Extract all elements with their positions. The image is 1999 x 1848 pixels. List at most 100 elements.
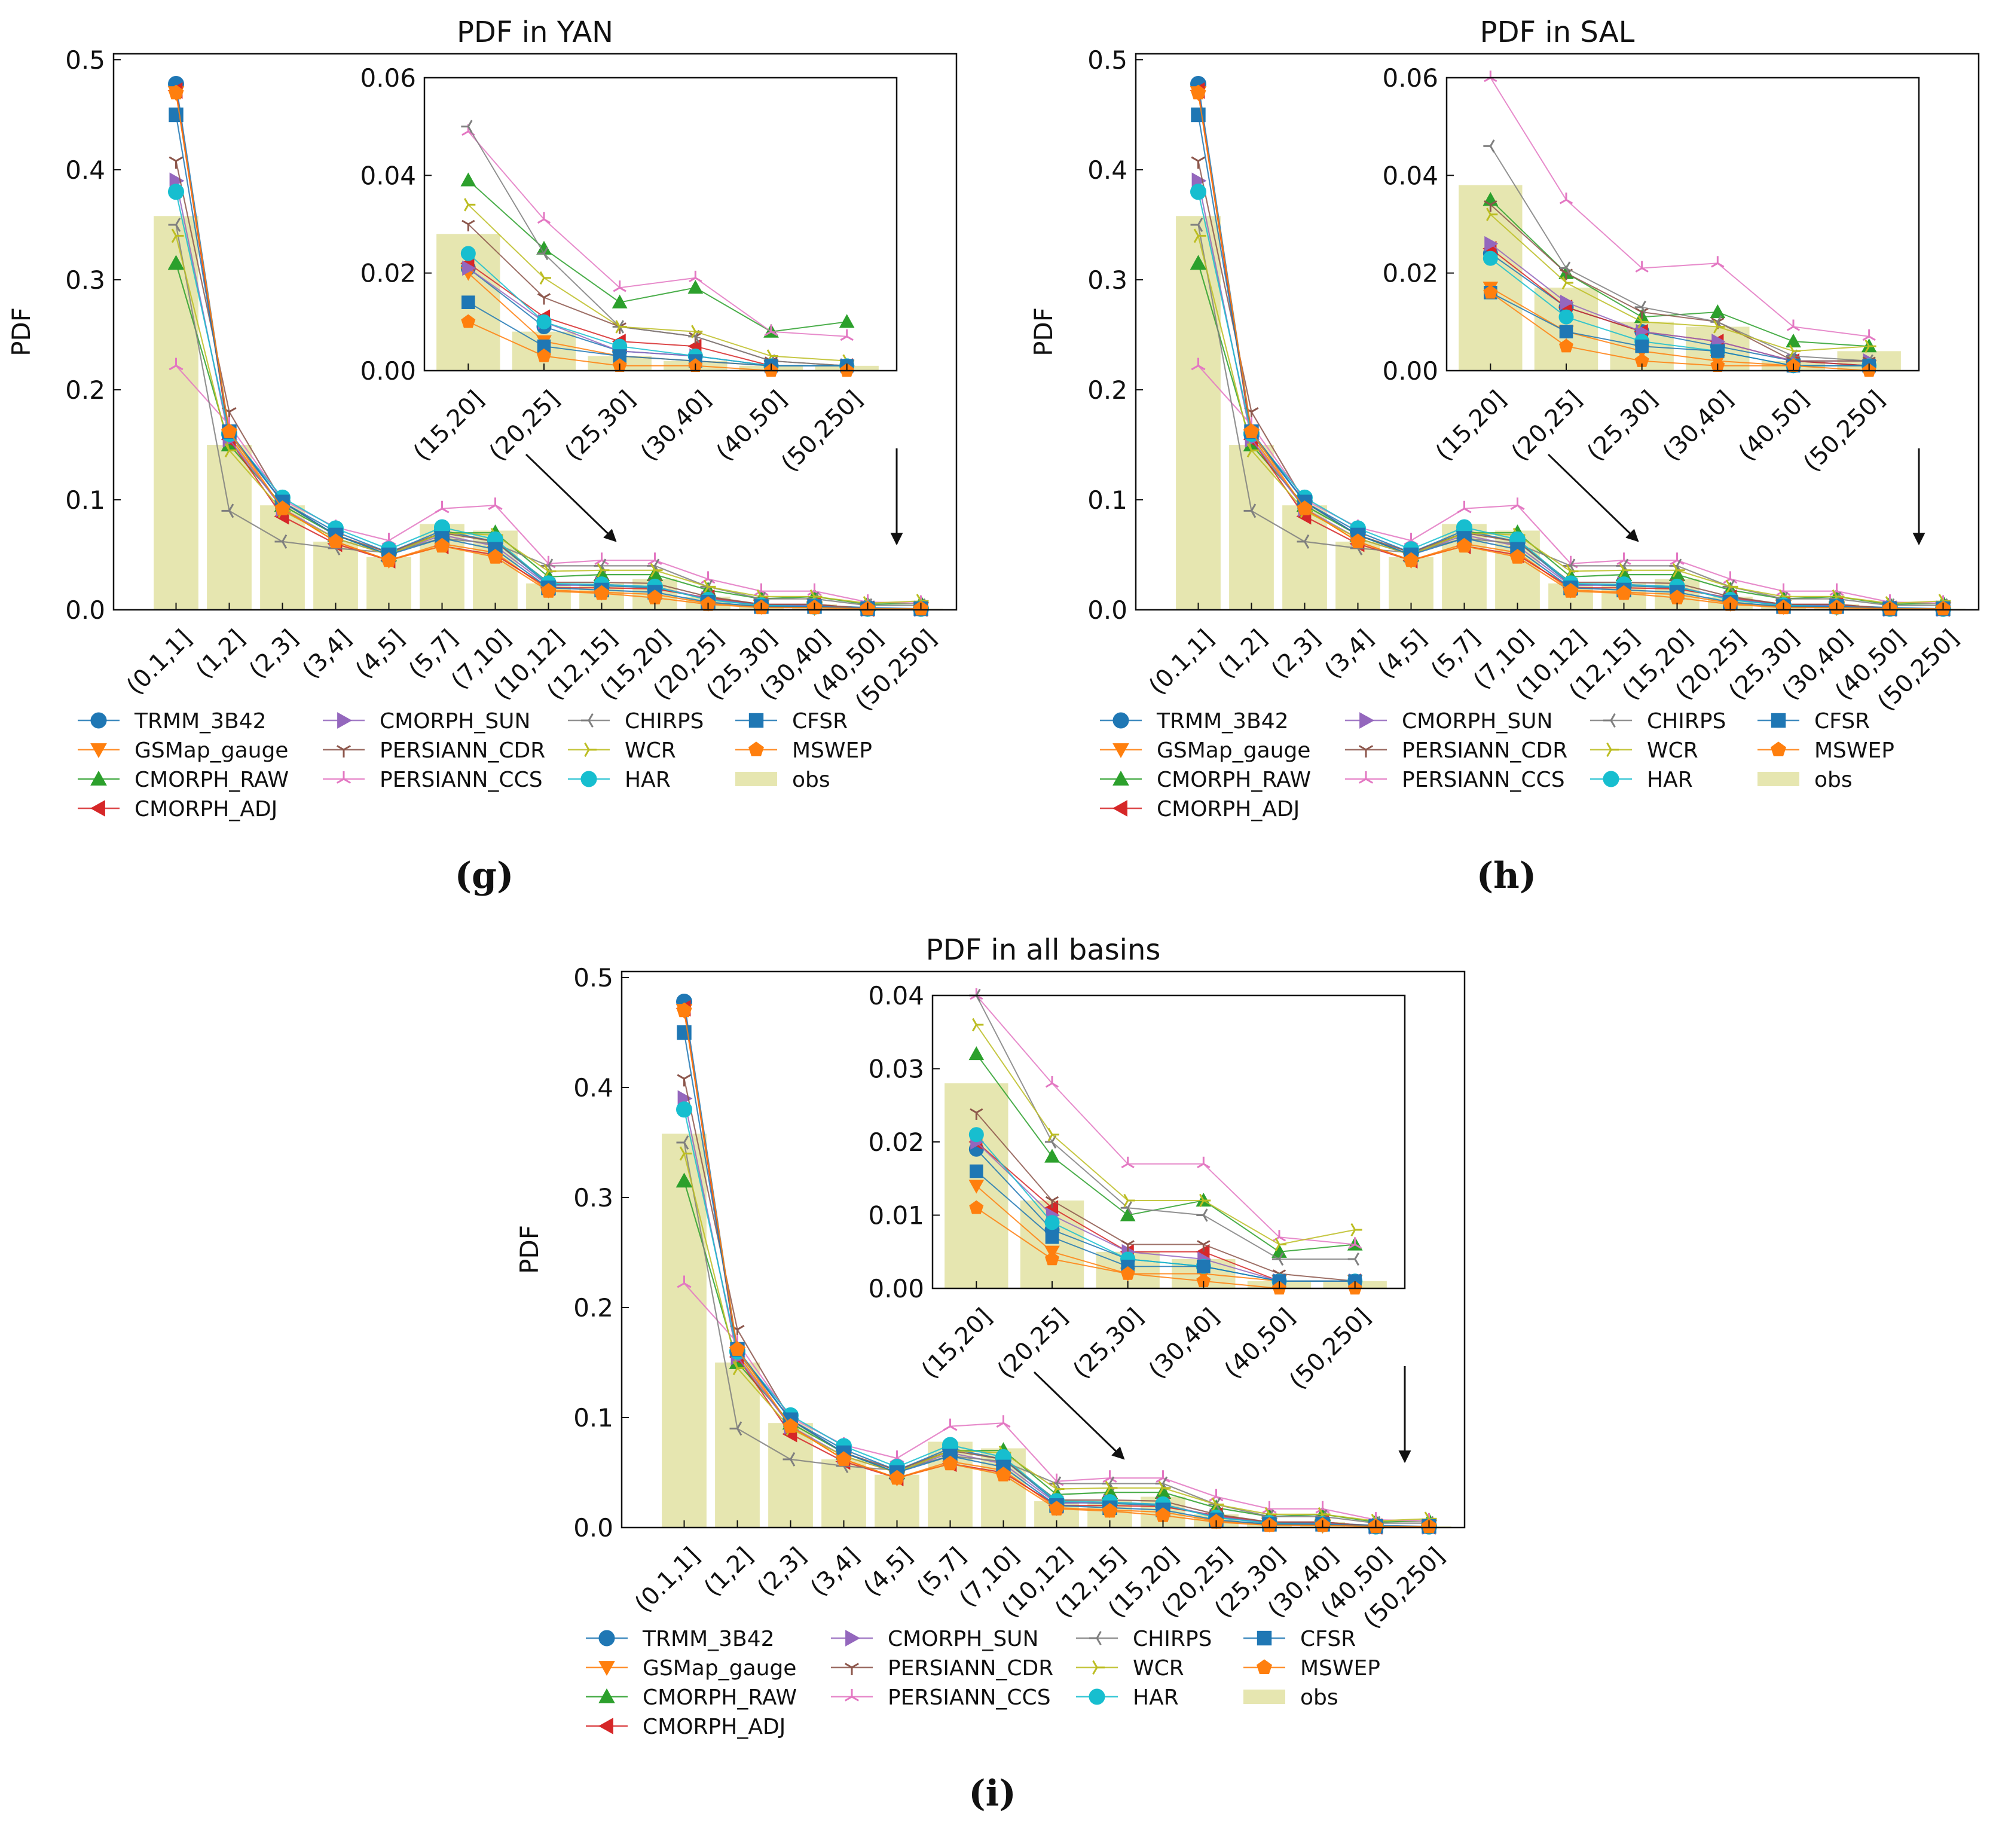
inset-point-chirps-1 (1559, 261, 1571, 275)
point-wcr-10 (1211, 1497, 1224, 1512)
inset-point-wcr-0 (1486, 207, 1498, 221)
legend-marker (598, 1718, 613, 1734)
point-chirps-8 (594, 558, 607, 573)
point-mswep-3 (836, 1451, 852, 1466)
legend-item-cmorph-adj: CMORPH_ADJ (1100, 797, 1300, 821)
inset-series-line-cfsr (467, 301, 847, 366)
legend-label: PERSIANN_CCS (888, 1685, 1051, 1710)
series-mswep (676, 1002, 1437, 1534)
point-wcr-1 (224, 443, 237, 458)
inset-x-axis: (15,20](20,25](25,30](30,40](40,50](50,2… (1431, 364, 1890, 477)
inset-y-tick-label: 0.04 (868, 981, 924, 1010)
inset-point-mswep-2 (1120, 1266, 1135, 1280)
legend-item-gsmap-gauge: GSMap_gauge (1100, 738, 1310, 763)
point-persiann-ccs-9 (1156, 1470, 1170, 1483)
legend-marker (580, 771, 597, 787)
inset-point-persiann-ccs-3 (1197, 1156, 1211, 1169)
legend-label: CHIRPS (1133, 1627, 1212, 1651)
point-chirps-1 (1243, 503, 1257, 518)
inset-point-wcr-3 (1713, 320, 1725, 334)
obs-bar-3-4 (821, 1459, 866, 1528)
inset-series-line-persiann-ccs (467, 131, 847, 337)
chart-title: PDF in SAL (1480, 16, 1635, 49)
legend-marker (336, 745, 351, 757)
legend-item-persiann-cdr: PERSIANN_CDR (323, 738, 545, 763)
legend-label: PERSIANN_CCS (1402, 768, 1565, 792)
inset-point-wcr-4 (1789, 344, 1801, 358)
legend-label: obs (1300, 1685, 1338, 1710)
inset-point-persiann-ccs-1 (1559, 193, 1573, 204)
inset-point-cfsr-0 (461, 295, 475, 309)
legend-label: WCR (1133, 1656, 1184, 1681)
y-tick-label: 0.4 (1087, 155, 1127, 185)
inset-point-cmorph-sun-0 (1484, 236, 1499, 252)
inset-point-cmorph-raw-5 (839, 314, 855, 328)
point-mswep-3 (328, 533, 344, 548)
obs-bar-0-1-1 (154, 216, 198, 610)
legend-label: CMORPH_RAW (135, 768, 289, 792)
main-axes-frame (621, 970, 1466, 1529)
point-persiann-ccs-8 (1616, 552, 1631, 565)
inset-point-har-0 (460, 246, 476, 261)
inset-point-har-1 (1558, 309, 1574, 325)
inset-point-persiann-ccs-3 (689, 270, 702, 283)
legend-swatch (1243, 1690, 1285, 1704)
x-tick-label: (1,2] (1213, 625, 1273, 685)
legend-marker (90, 743, 107, 759)
legend-item-cmorph-sun: CMORPH_SUN (831, 1627, 1038, 1651)
y-tick-label: 0.0 (1087, 595, 1127, 625)
legend-marker (1257, 1659, 1272, 1674)
y-tick-label: 0.0 (573, 1513, 613, 1542)
inset-y-tick-label: 0.01 (868, 1201, 924, 1230)
obs-bar-3-4 (1335, 541, 1380, 610)
inset-point-persiann-cdr-2 (1121, 1240, 1135, 1252)
point-mswep-2 (1297, 500, 1313, 515)
inset-point-persiann-ccs-4 (764, 324, 778, 336)
legend-marker (336, 771, 351, 784)
inset-x-tick-label: (30,40] (635, 386, 717, 467)
legend-label: MSWEP (1300, 1656, 1380, 1681)
panel-label: (g) (455, 855, 514, 897)
legend-marker (1112, 770, 1129, 786)
inset-point-chirps-3 (1196, 1208, 1208, 1222)
y-axis-label: PDF (515, 1225, 544, 1274)
legend-item-wcr: WCR (1076, 1656, 1184, 1681)
main-axes-frame (112, 53, 958, 611)
point-mswep-0 (168, 84, 184, 100)
legend-marker (584, 742, 597, 757)
legend-item-trmm-3b42: TRMM_3B42 (78, 709, 267, 734)
y-tick-label: 0.3 (1087, 265, 1127, 295)
inset-series-wcr (972, 1018, 1362, 1251)
legend-item-har: HAR (568, 768, 671, 792)
legend-marker (844, 1689, 860, 1702)
y-tick-label: 0.2 (573, 1293, 613, 1322)
inset-point-persiann-ccs-1 (537, 212, 551, 224)
point-mswep-6 (1509, 549, 1526, 564)
inset-point-mswep-0 (1483, 285, 1498, 299)
inset-series-line-persiann-cdr (1490, 204, 1869, 362)
legend-label: GSMap_gauge (643, 1656, 796, 1681)
legend-label: WCR (625, 738, 676, 763)
point-har-0 (1190, 184, 1206, 200)
point-wcr-0 (1193, 228, 1206, 243)
point-wcr-1 (1246, 443, 1260, 458)
legend-item-cmorph-raw: CMORPH_RAW (1100, 768, 1311, 792)
legend-item-mswep: MSWEP (735, 738, 872, 763)
legend-label: PERSIANN_CDR (1402, 738, 1567, 763)
point-chirps-2 (274, 534, 288, 549)
x-tick-label: (0.1,1] (1144, 625, 1219, 701)
legend-label: WCR (1647, 738, 1698, 763)
legend-marker (1112, 743, 1129, 759)
inset-point-wcr-1 (1561, 276, 1573, 290)
legend-item-cmorph-sun: CMORPH_SUN (323, 709, 530, 734)
obs-bar-2-3 (1282, 505, 1327, 610)
point-chirps-0 (1190, 217, 1203, 233)
inset-chart: 0.00 0.01 0.02 0.03 0.04 (15,20](20,25](25,30… (868, 981, 1406, 1395)
y-axis-label: PDF (1029, 307, 1058, 356)
point-cmorph-raw-0 (167, 255, 185, 270)
inset-y-tick-label: 0.00 (360, 356, 416, 386)
legend-marker (1606, 742, 1619, 757)
point-mswep-7 (1563, 583, 1579, 598)
legend-marker (1359, 712, 1375, 729)
inset-chart: 0.00 0.02 0.04 0.06 (15,20](20,25](25,30](30… (360, 63, 898, 477)
